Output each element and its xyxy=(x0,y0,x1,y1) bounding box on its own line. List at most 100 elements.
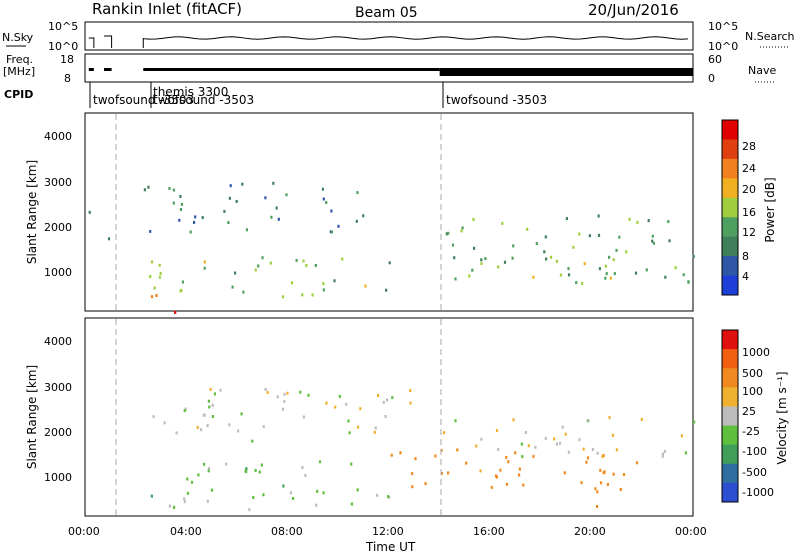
heatmap-cell xyxy=(245,467,248,471)
heatmap-cell xyxy=(364,284,367,288)
heatmap-cell xyxy=(604,264,607,268)
xtick-3: 12:00 xyxy=(372,525,404,538)
heatmap-cell xyxy=(237,429,240,433)
heatmap-cell xyxy=(107,237,111,241)
heatmap-cell xyxy=(409,389,412,393)
heatmap-cell xyxy=(207,469,210,473)
heatmap-cell xyxy=(299,390,302,394)
heatmap-cell xyxy=(184,407,187,411)
heatmap-cell xyxy=(501,221,504,225)
heatmap-cell xyxy=(275,206,278,210)
heatmap-cell xyxy=(606,483,609,486)
heatmap-cell xyxy=(305,264,308,267)
velocity-cbar-tick-500: 500 xyxy=(742,367,763,380)
cpid-row: CPID twofsound -3503 themis 3300 twofsou… xyxy=(4,82,547,108)
colorbar-swatch xyxy=(722,217,738,238)
heatmap-cell xyxy=(159,271,162,275)
heatmap-cell xyxy=(241,182,244,186)
heatmap-cell xyxy=(150,295,154,299)
heatmap-cell xyxy=(605,272,608,276)
heatmap-cell xyxy=(281,407,284,411)
heatmap-cell xyxy=(337,224,340,228)
heatmap-cell xyxy=(490,485,493,489)
freq-tick-low: 8 xyxy=(64,72,71,85)
heatmap-cell xyxy=(357,425,360,429)
heatmap-cell xyxy=(270,215,273,219)
heatmap-cell xyxy=(173,505,176,509)
heatmap-cell xyxy=(261,256,264,260)
heatmap-cell xyxy=(564,432,567,436)
heatmap-cell xyxy=(424,482,427,486)
colorbar-swatch xyxy=(722,463,738,484)
heatmap-cell xyxy=(322,491,325,495)
heatmap-cell xyxy=(575,281,578,285)
heatmap-cell xyxy=(334,405,337,409)
heatmap-cell xyxy=(601,455,604,459)
x-axis-label: Time UT xyxy=(365,540,416,554)
colorbar-swatch xyxy=(722,197,738,218)
heatmap-cell xyxy=(667,220,670,224)
power-y-ticks: 1000 2000 3000 4000 xyxy=(44,130,72,279)
heatmap-cell xyxy=(587,419,590,422)
velocity-cbar-tick-25: 25 xyxy=(742,405,756,418)
heatmap-cell xyxy=(411,485,414,489)
heatmap-cell xyxy=(532,275,535,279)
heatmap-cell xyxy=(210,488,214,492)
power-colorbar-frame xyxy=(721,119,739,296)
heatmap-cell xyxy=(615,248,618,252)
heatmap-cell xyxy=(645,268,648,272)
heatmap-cell xyxy=(535,242,538,245)
heatmap-cell xyxy=(314,264,317,267)
heatmap-cell xyxy=(186,491,189,495)
heatmap-cell xyxy=(471,268,474,272)
heatmap-cell xyxy=(219,388,222,392)
nsearch-tick-high: 10^5 xyxy=(708,20,738,33)
heatmap-cell xyxy=(302,259,305,263)
heatmap-cell xyxy=(203,413,206,417)
heatmap-cell xyxy=(411,472,414,476)
heatmap-cell xyxy=(223,209,226,213)
heatmap-cell xyxy=(596,490,599,494)
xtick-0: 00:00 xyxy=(68,525,100,538)
heatmap-cell xyxy=(572,245,575,249)
heatmap-cell xyxy=(507,460,510,464)
heatmap-cell xyxy=(183,497,186,501)
heatmap-cell xyxy=(304,474,307,477)
heatmap-cell xyxy=(242,290,245,294)
heatmap-cell xyxy=(451,243,455,247)
heatmap-cell xyxy=(281,295,285,299)
heatmap-cell xyxy=(168,504,171,508)
heatmap-cell xyxy=(330,230,333,234)
heatmap-cell xyxy=(461,226,464,230)
heatmap-cell xyxy=(181,280,184,284)
heatmap-cell xyxy=(597,233,601,237)
heatmap-cell xyxy=(231,285,234,289)
heatmap-cell xyxy=(591,447,594,451)
heatmap-cell xyxy=(559,441,562,445)
heatmap-cell xyxy=(521,455,524,459)
velocity-cbar-tick-m500: -500 xyxy=(742,466,767,479)
heatmap-cell xyxy=(348,431,351,435)
colorbar-swatch xyxy=(722,236,738,257)
heatmap-cell xyxy=(565,217,568,221)
colorbar-swatch xyxy=(722,275,738,296)
heatmap-cell xyxy=(625,250,628,254)
power-ytick-4000: 4000 xyxy=(44,130,72,143)
freq-tick-high: 18 xyxy=(60,53,74,66)
colorbar-swatch xyxy=(722,482,738,503)
heatmap-cell xyxy=(682,273,685,277)
heatmap-cell xyxy=(634,271,638,275)
heatmap-cell xyxy=(196,426,199,429)
heatmap-cell xyxy=(258,470,261,474)
heatmap-cell xyxy=(282,484,285,488)
heatmap-cell xyxy=(254,268,257,272)
heatmap-cell xyxy=(549,255,553,259)
colorbar-swatch xyxy=(722,139,738,160)
nsky-tick-low: 10^0 xyxy=(48,40,78,53)
heatmap-cell xyxy=(213,392,216,396)
heatmap-cell xyxy=(505,455,508,459)
heatmap-cell xyxy=(168,187,171,190)
heatmap-cell xyxy=(322,197,325,201)
nave-tick-high: 60 xyxy=(708,53,722,66)
